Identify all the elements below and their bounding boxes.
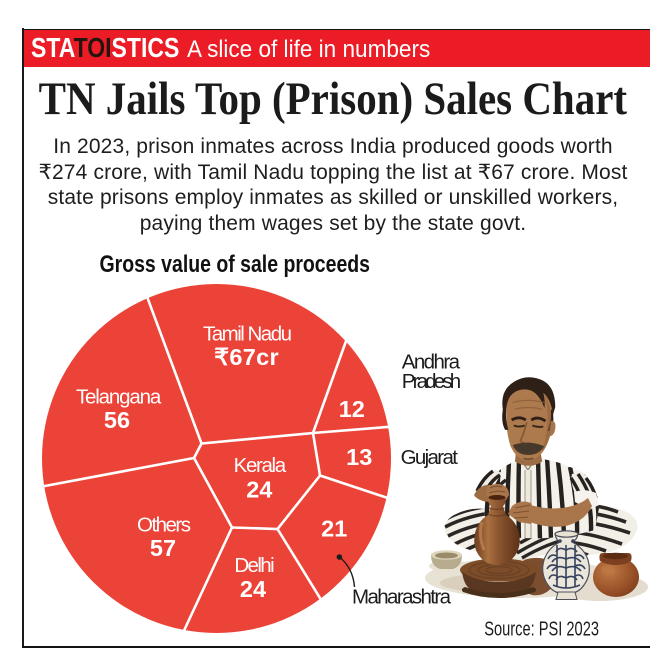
svg-text:Gross value of sale proceeds: Gross value of sale proceeds — [100, 251, 371, 278]
svg-text:56: 56 — [104, 407, 130, 433]
svg-text:Pradesh: Pradesh — [402, 370, 462, 393]
svg-text:Telangana: Telangana — [76, 386, 162, 409]
svg-text:Gujarat: Gujarat — [401, 446, 459, 469]
svg-text:12: 12 — [339, 396, 365, 422]
svg-text:Maharashtra: Maharashtra — [352, 586, 452, 609]
svg-text:57: 57 — [150, 535, 176, 561]
svg-text:24: 24 — [240, 576, 266, 602]
svg-text:Andhra: Andhra — [402, 351, 461, 374]
svg-text:Source: PSI 2023: Source: PSI 2023 — [484, 619, 599, 641]
svg-text:21: 21 — [321, 516, 347, 542]
svg-text:Kerala: Kerala — [234, 454, 287, 477]
svg-text:₹67cr: ₹67cr — [214, 344, 279, 370]
svg-text:Others: Others — [137, 514, 191, 537]
svg-text:Delhi: Delhi — [234, 554, 274, 577]
svg-text:Tamil Nadu: Tamil Nadu — [203, 322, 292, 345]
svg-text:13: 13 — [346, 444, 372, 470]
svg-text:24: 24 — [246, 477, 272, 503]
